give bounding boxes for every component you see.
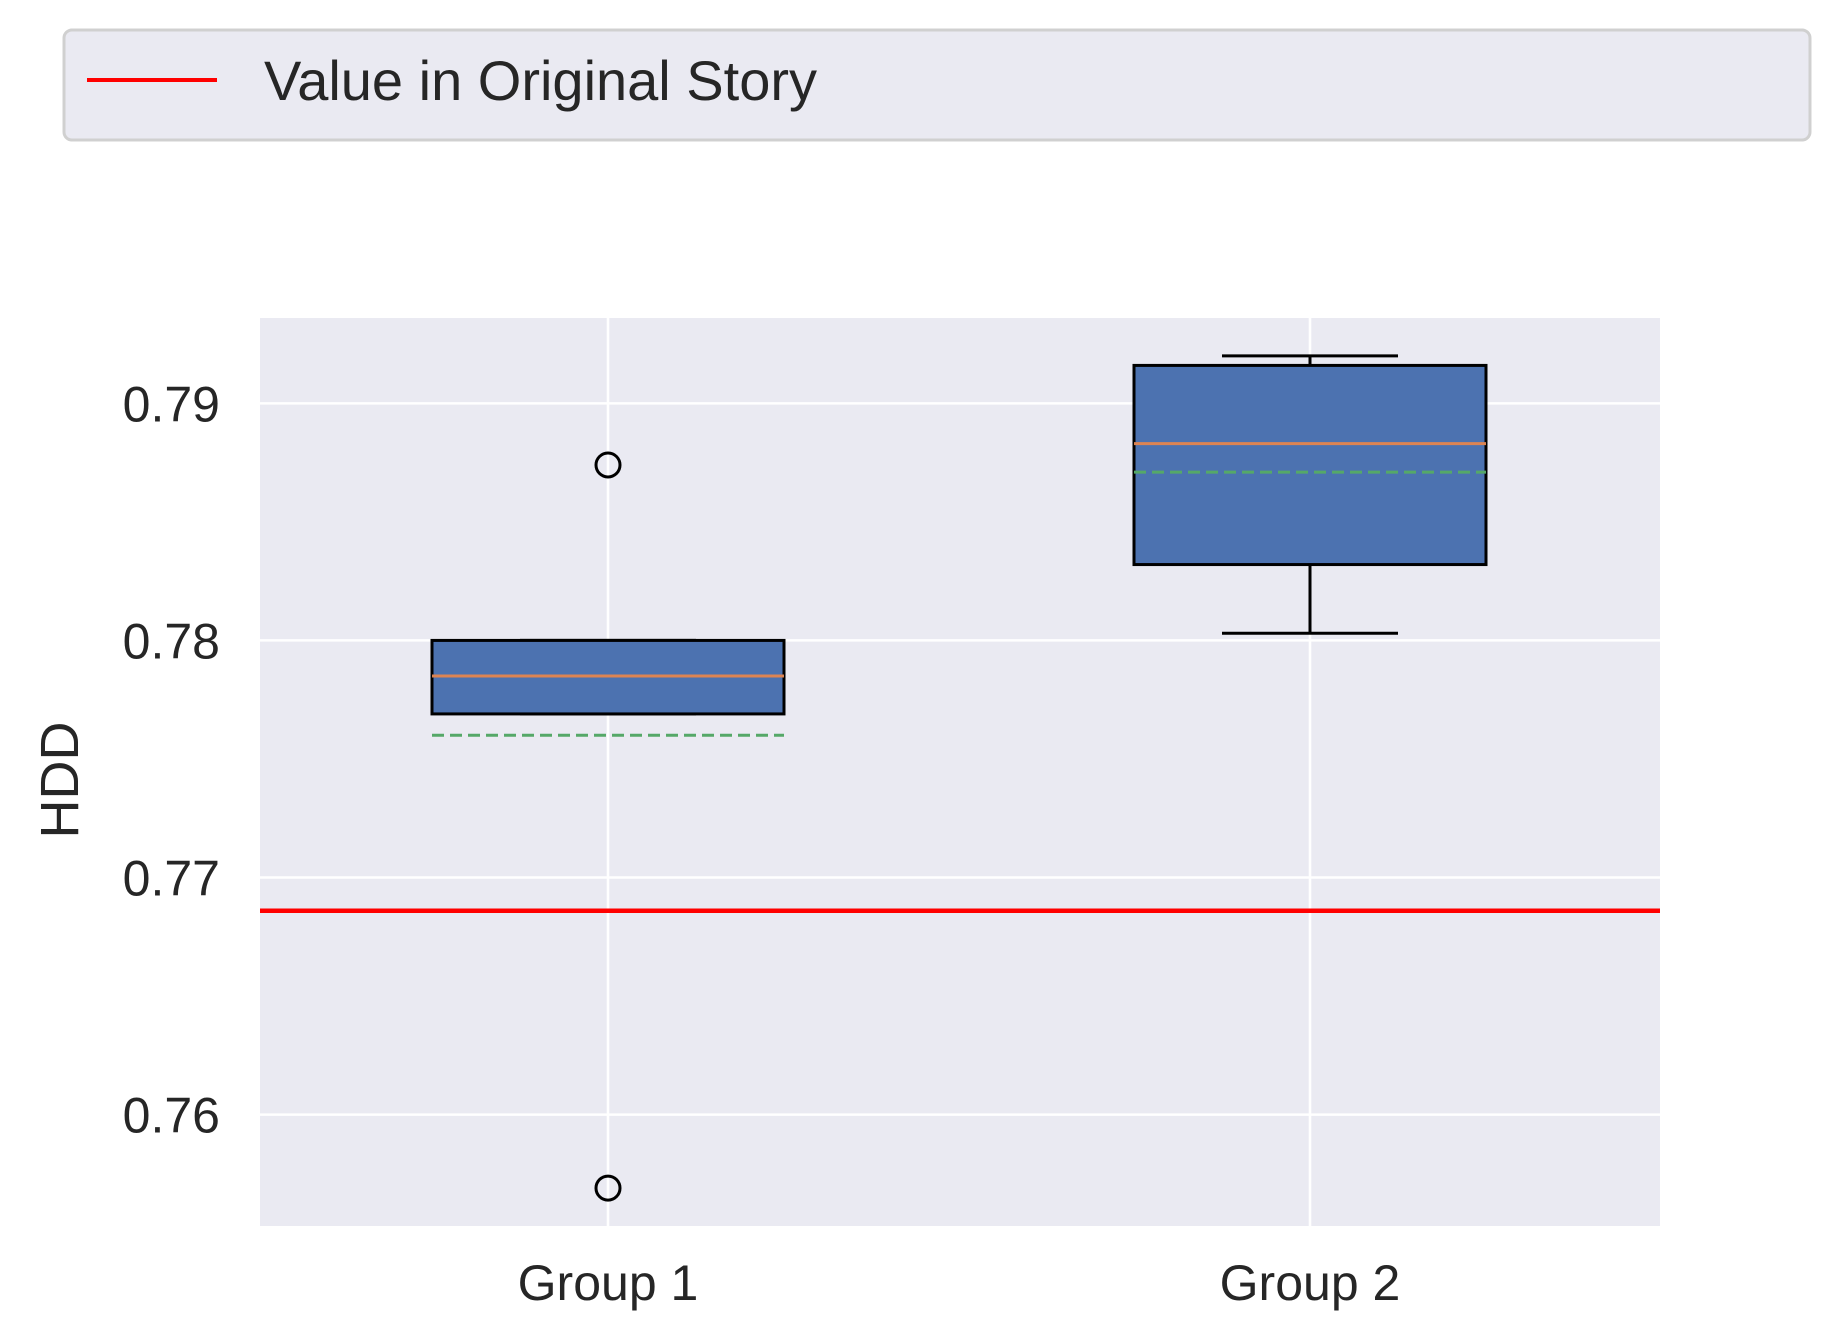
y-tick-label: 0.78 <box>123 613 220 669</box>
box-group-1 <box>430 451 786 1202</box>
legend-reference-label: Value in Original Story <box>264 49 817 112</box>
y-axis-label: HDD <box>30 722 90 839</box>
box-group-2 <box>1132 354 1488 635</box>
y-tick-label: 0.76 <box>123 1088 220 1144</box>
y-tick-label: 0.79 <box>123 376 220 432</box>
iqr-box <box>1132 363 1488 567</box>
box-layer <box>430 354 1488 1202</box>
y-tick-label: 0.77 <box>123 850 220 906</box>
outlier-point <box>594 1174 622 1202</box>
legend-frame <box>62 28 1812 142</box>
x-tick-label: Group 1 <box>518 1255 699 1311</box>
x-tick-label: Group 2 <box>1220 1255 1401 1311</box>
legend: Value in Original Story <box>62 28 1812 142</box>
outlier-point <box>594 451 622 479</box>
x-tick-labels: Group 1 Group 2 <box>518 1255 1401 1311</box>
y-tick-labels: 0.76 0.77 0.78 0.79 <box>123 376 220 1143</box>
